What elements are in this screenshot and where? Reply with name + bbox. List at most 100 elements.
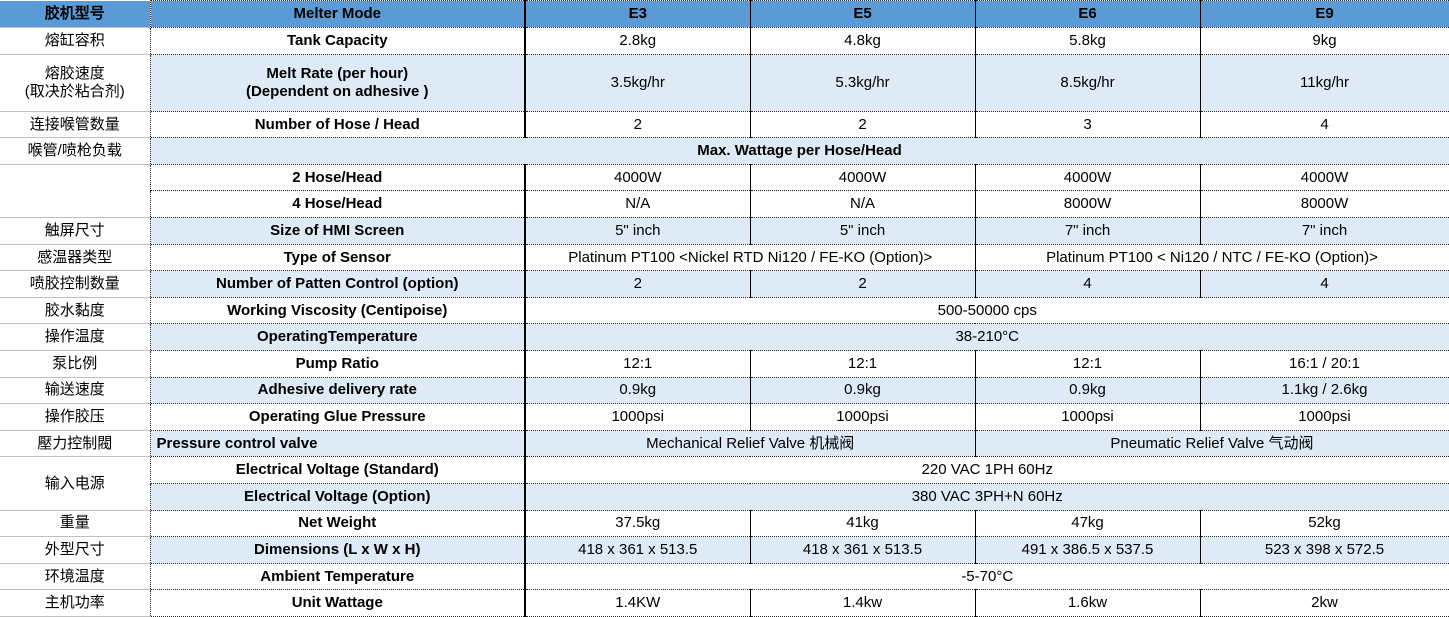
spec-value: 1000psi [750,403,976,431]
spec-value: 1.4kw [750,589,976,617]
table-row: 操作温度 OperatingTemperature 38-210°C [0,323,1449,351]
spec-value-merged: 220 VAC 1PH 60Hz [525,456,1449,484]
spec-value: 7" inch [1200,216,1449,245]
row-label-zh: 胶水黏度 [0,297,150,325]
table-row: 胶水黏度 Working Viscosity (Centipoise) 500-… [0,296,1449,325]
table-row: 熔胶速度 (取决於粘合剂) Melt Rate (per hour) (Depe… [0,53,1449,112]
col-header-e5: E5 [750,0,976,28]
spec-value: 1.1kg / 2.6kg [1200,376,1449,405]
spec-value: 5" inch [525,216,751,245]
table-row: 壓力控制閥 Pressure control valve Mechanical … [0,429,1449,458]
spec-value: 47kg [975,509,1201,538]
col-header-e9: E9 [1200,0,1449,28]
table-row: 连接喉管数量 Number of Hose / Head 2 2 3 4 [0,110,1449,139]
spec-value: 3 [975,110,1201,139]
row-label-zh-empty [0,164,150,218]
spec-name: 2 Hose/Head [149,163,526,192]
row-label-zh: 触屏尺寸 [0,217,150,245]
spec-value: 12:1 [750,349,976,378]
spec-value: 4.8kg [750,27,976,55]
table-row: 喷胶控制数量 Number of Patten Control (option)… [0,270,1449,298]
table-row: 感温器类型 Type of Sensor Platinum PT100 <Nic… [0,243,1449,272]
table-row: 环境温度 Ambient Temperature -5-70°C [0,562,1449,591]
spec-value: 8.5kg/hr [975,53,1201,112]
spec-name: Type of Sensor [149,243,526,272]
spec-value: 1.6kw [975,589,1201,617]
row-label-zh: 重量 [0,510,150,538]
spec-value: 41kg [750,509,976,538]
spec-value: 1000psi [975,403,1201,431]
table-row: 重量 Net Weight 37.5kg 41kg 47kg 52kg [0,509,1449,538]
spec-name: Pressure control valve [149,429,526,458]
table-row: 喉管/喷枪负载 Max. Wattage per Hose/Head [0,137,1449,165]
spec-name: Net Weight [149,509,526,538]
row-label-zh: 主机功率 [0,589,150,617]
spec-name: Number of Patten Control (option) [149,270,526,298]
spec-name: Melt Rate (per hour) (Dependent on adhes… [149,53,526,112]
spec-name: Number of Hose / Head [149,110,526,139]
row-label-zh: 连接喉管数量 [0,111,150,139]
table-row: Electrical Voltage (Option) 380 VAC 3PH+… [0,482,1449,511]
spec-value: 2kw [1200,589,1449,617]
row-label-zh: 输送速度 [0,377,150,405]
row-label-zh: 喷胶控制数量 [0,270,150,298]
spec-value: 8000W [975,190,1201,218]
spec-value: 2 [525,110,751,139]
spec-value: 2 [750,270,976,298]
row-label-zh: 壓力控制閥 [0,430,150,458]
spec-value: 491 x 386.5 x 537.5 [975,536,1201,564]
spec-value: 4000W [750,163,976,192]
spec-value: N/A [750,190,976,218]
spec-value: 4000W [975,163,1201,192]
spec-name: Unit Wattage [149,589,526,617]
spec-value: 5.3kg/hr [750,53,976,112]
spec-value-merged: Mechanical Relief Valve 机械阀 [525,429,976,458]
spec-value: 2 [525,270,751,298]
spec-value: 7" inch [975,216,1201,245]
spec-value-merged: Pneumatic Relief Valve 气动阀 [975,429,1449,458]
table-row: 主机功率 Unit Wattage 1.4KW 1.4kw 1.6kw 2kw [0,589,1449,617]
spec-value: 4 [1200,270,1449,298]
spec-value-merged: Platinum PT100 < Ni120 / NTC / FE-KO (Op… [975,243,1449,272]
spec-value: 1.4KW [525,589,751,617]
row-label-zh: 环境温度 [0,563,150,591]
table-row: 4 Hose/Head N/A N/A 8000W 8000W [0,190,1449,218]
row-label-zh: 输入电源 [0,456,150,511]
spec-value: 52kg [1200,509,1449,538]
spec-name: Size of HMI Screen [149,216,526,245]
table-row: 外型尺寸 Dimensions (L x W x H) 418 x 361 x … [0,536,1449,564]
spec-value: 2 [750,110,976,139]
spec-name: Adhesive delivery rate [149,376,526,405]
spec-value: 4 [975,270,1201,298]
spec-value: 12:1 [525,349,751,378]
spec-value: 0.9kg [975,376,1201,405]
col-header-e3: E3 [525,0,751,28]
spec-value: 523 x 398 x 572.5 [1200,536,1449,564]
row-label-zh: 熔胶速度 (取决於粘合剂) [0,54,150,112]
spec-name: Operating Glue Pressure [149,403,526,431]
table-row: 操作胶压 Operating Glue Pressure 1000psi 100… [0,403,1449,431]
spec-value-merged: 380 VAC 3PH+N 60Hz [525,482,1449,511]
merged-subheader: Max. Wattage per Hose/Head [149,137,1449,165]
spec-value: 0.9kg [525,376,751,405]
header-row: 胶机型号 Melter Mode E3 E5 E6 E9 [0,0,1449,28]
spec-name: OperatingTemperature [149,323,526,351]
row-label-zh: 熔缸容积 [0,27,150,55]
spec-value: 37.5kg [525,509,751,538]
spec-value: 16:1 / 20:1 [1200,349,1449,378]
row-label-zh: 操作胶压 [0,403,150,431]
spec-name: Tank Capacity [149,27,526,55]
spec-value: 8000W [1200,190,1449,218]
spec-value: 4000W [1200,163,1449,192]
spec-value: 5.8kg [975,27,1201,55]
spec-value: 418 x 361 x 513.5 [525,536,751,564]
spec-value: 11kg/hr [1200,53,1449,112]
row-label-zh: 感温器类型 [0,244,150,272]
table-row: 输入电源 Electrical Voltage (Standard) 220 V… [0,456,1449,511]
row-label-zh: 泵比例 [0,350,150,378]
spec-value-merged: 38-210°C [525,323,1449,351]
spec-value-merged: -5-70°C [525,562,1449,591]
spec-name: Working Viscosity (Centipoise) [149,296,526,325]
spec-name: Electrical Voltage (Option) [149,482,526,511]
spec-value: 0.9kg [750,376,976,405]
